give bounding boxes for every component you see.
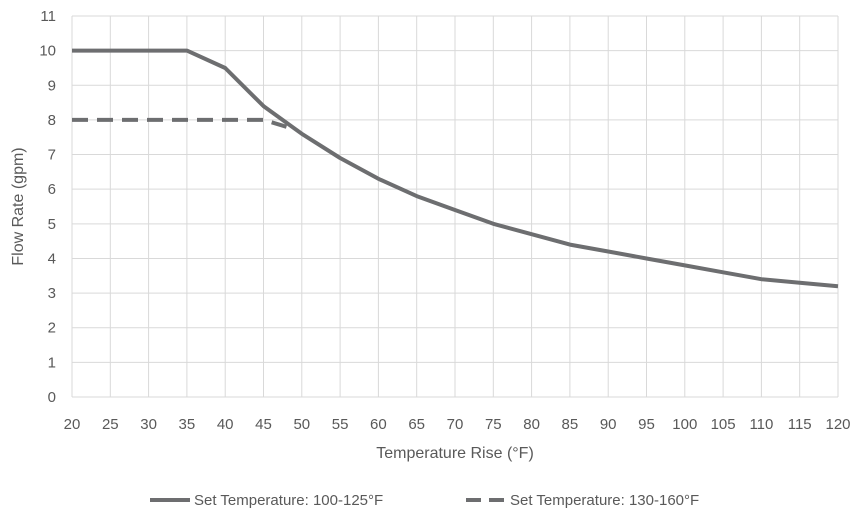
series-line-2 bbox=[72, 117, 288, 129]
y-tick-label: 7 bbox=[48, 147, 56, 164]
x-tick-label: 25 bbox=[102, 416, 119, 433]
x-axis-ticks: 20 25 30 35 40 45 50 55 60 65 70 75 80 85 90 95 100 105 11… bbox=[64, 416, 851, 433]
x-tick-label: 50 bbox=[293, 416, 310, 433]
x-tick-label: 80 bbox=[523, 416, 540, 433]
y-tick-label: 8 bbox=[48, 112, 56, 129]
x-tick-label: 115 bbox=[788, 416, 812, 433]
x-tick-label: 35 bbox=[179, 416, 196, 433]
x-axis-title: Temperature Rise (°F) bbox=[376, 445, 534, 462]
y-tick-label: 5 bbox=[48, 216, 56, 233]
y-tick-label: 4 bbox=[48, 250, 56, 267]
x-tick-label: 60 bbox=[370, 416, 387, 433]
x-tick-label: 95 bbox=[638, 416, 655, 433]
y-tick-label: 0 bbox=[48, 389, 56, 406]
y-tick-label: 6 bbox=[48, 181, 56, 198]
legend-label-series-2: Set Temperature: 130-160°F bbox=[510, 492, 699, 509]
x-tick-label: 45 bbox=[255, 416, 272, 433]
y-axis-ticks: 0 1 2 3 4 5 6 7 8 9 10 11 bbox=[39, 8, 56, 406]
y-tick-label: 11 bbox=[40, 8, 56, 25]
x-tick-label: 65 bbox=[408, 416, 425, 433]
x-tick-label: 40 bbox=[217, 416, 234, 433]
x-tick-label: 100 bbox=[672, 416, 697, 433]
grid-lines bbox=[71, 15, 839, 398]
y-tick-label: 10 bbox=[39, 43, 56, 60]
y-tick-label: 3 bbox=[48, 285, 56, 302]
x-tick-label: 20 bbox=[64, 416, 81, 433]
y-tick-label: 1 bbox=[48, 354, 56, 371]
y-tick-label: 2 bbox=[48, 320, 56, 337]
x-tick-label: 55 bbox=[332, 416, 349, 433]
x-tick-label: 110 bbox=[749, 416, 773, 433]
legend: Set Temperature: 100-125°F Set Temperatu… bbox=[150, 492, 699, 509]
x-tick-label: 85 bbox=[562, 416, 579, 433]
x-tick-label: 105 bbox=[711, 416, 736, 433]
legend-label-series-1: Set Temperature: 100-125°F bbox=[194, 492, 383, 509]
series-layer bbox=[72, 48, 839, 289]
x-tick-label: 70 bbox=[447, 416, 464, 433]
series-line-1 bbox=[72, 48, 839, 289]
y-tick-label: 9 bbox=[48, 77, 56, 94]
y-axis-title: Flow Rate (gpm) bbox=[10, 147, 27, 265]
x-tick-label: 30 bbox=[140, 416, 157, 433]
x-tick-label: 120 bbox=[825, 416, 850, 433]
x-tick-label: 90 bbox=[600, 416, 617, 433]
x-tick-label: 75 bbox=[485, 416, 502, 433]
